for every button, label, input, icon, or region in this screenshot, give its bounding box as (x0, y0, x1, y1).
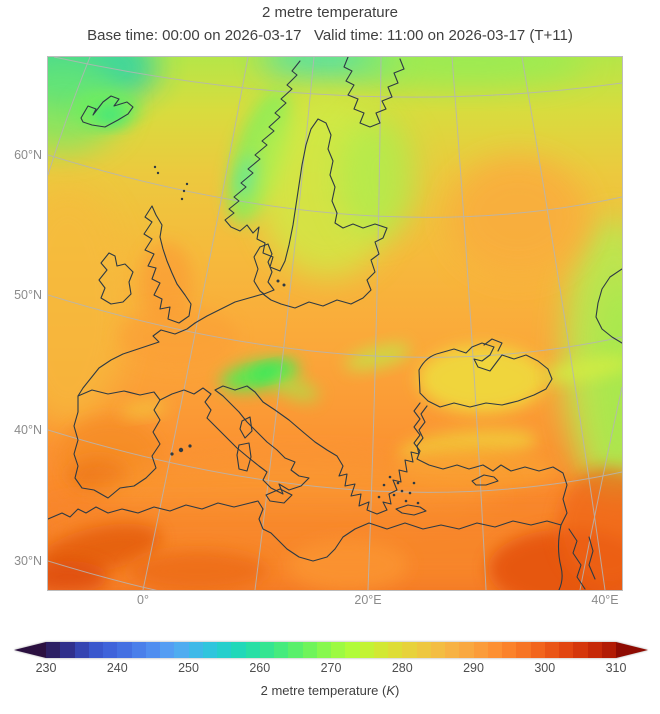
coastlines (48, 57, 622, 590)
colorbar-segment (459, 642, 474, 658)
colorbar-segment (587, 642, 602, 658)
lon-label-0: 0° (137, 593, 149, 607)
colorbar-segment (302, 642, 317, 658)
colorbar-segment (388, 642, 403, 658)
colorbar-segment (274, 642, 289, 658)
colorbar-segment (573, 642, 588, 658)
colorbar-tick: 300 (534, 661, 556, 675)
colorbar-segment (331, 642, 346, 658)
colorbar-segment (117, 642, 132, 658)
colorbar-tick: 270 (320, 661, 342, 675)
coast-great-britain (143, 205, 192, 324)
colorbar-segment (202, 642, 217, 658)
colorbar-segment (288, 642, 303, 658)
colorbar-segment (502, 642, 517, 658)
colorbar-tick: 230 (35, 661, 57, 675)
colorbar-right-arrow (616, 642, 648, 658)
colorbar-segment (316, 642, 331, 658)
colorbar-segment (60, 642, 75, 658)
island-crete (395, 504, 427, 516)
colorbar-tick: 310 (605, 661, 627, 675)
lat-label-50n: 50°N (14, 288, 42, 302)
colorbar-segment (402, 642, 417, 658)
temperature-field-svg (48, 57, 622, 590)
colorbar-segment (103, 642, 118, 658)
chart-subtitle: Base time: 00:00 on 2026-03-17 Valid tim… (87, 27, 573, 44)
colorbar-segment (601, 642, 616, 658)
island-corsica (239, 416, 253, 439)
coast-turkey-levant-africa (48, 402, 568, 562)
colorbar (14, 642, 648, 658)
colorbar-tick: 260 (249, 661, 271, 675)
colorbar-segment (544, 642, 559, 658)
coast-ireland (98, 252, 134, 305)
coast-iceland (80, 95, 134, 128)
colorbar-segment (88, 642, 103, 658)
colorbar-segment (530, 642, 545, 658)
graticule-lines (48, 57, 622, 590)
colorbar-segment (188, 642, 203, 658)
colorbar-left-arrow (14, 642, 46, 658)
colorbar-body (46, 642, 616, 658)
colorbar-ticks: 230 240 250 260 270 280 290 300 310 (14, 661, 648, 677)
colorbar-segment (259, 642, 274, 658)
colorbar-segment (416, 642, 431, 658)
colorbar-segment (345, 642, 360, 658)
chart-title: 2 metre temperature (262, 4, 398, 21)
coast-france-biscay (77, 322, 196, 397)
colorbar-segment (245, 642, 260, 658)
colorbar-tick: 240 (106, 661, 128, 675)
lon-label-40e: 40°E (591, 593, 619, 607)
colorbar-segment (559, 642, 574, 658)
coast-azov-sea (483, 338, 503, 352)
island-sardinia (236, 442, 252, 472)
colorbar-segment (160, 642, 175, 658)
coast-sinai-red-sea (568, 528, 596, 590)
lat-label-60n: 60°N (14, 148, 42, 162)
colorbar-tick: 280 (391, 661, 413, 675)
colorbar-label: 2 metre temperature (K) (260, 683, 400, 698)
colorbar-tick: 290 (463, 661, 484, 675)
river-nile (557, 524, 563, 590)
island-sicily (265, 488, 293, 504)
colorbar-segment (231, 642, 246, 658)
colorbar-segment (74, 642, 89, 658)
lat-label-40n: 40°N (14, 423, 42, 437)
colorbar-segment (217, 642, 232, 658)
colorbar-segment (145, 642, 160, 658)
europe-temperature-map (47, 56, 623, 591)
lat-label-30n: 30°N (14, 554, 42, 568)
colorbar-segment (473, 642, 488, 658)
colorbar-segment (516, 642, 531, 658)
colorbar-segment (174, 642, 189, 658)
coast-white-sea (343, 57, 405, 128)
coast-caspian (595, 268, 622, 344)
coast-denmark (253, 243, 275, 295)
colorbar-segment (359, 642, 374, 658)
colorbar-segment (487, 642, 502, 658)
lon-label-20e: 20°E (354, 593, 382, 607)
coast-iberia (73, 389, 161, 499)
colorbar-segment (46, 642, 61, 658)
island-cyprus (471, 474, 499, 486)
temperature-anomaly-blobs (48, 57, 622, 590)
coast-black-sea (418, 342, 553, 408)
colorbar-segment (131, 642, 146, 658)
coast-scandinavia-baltic (194, 60, 388, 324)
colorbar-segment (430, 642, 445, 658)
colorbar-tick: 250 (178, 661, 199, 675)
colorbar-segment (373, 642, 388, 658)
coast-italy-balkans-greece (159, 385, 428, 515)
small-islands (153, 165, 420, 505)
colorbar-segment (445, 642, 460, 658)
